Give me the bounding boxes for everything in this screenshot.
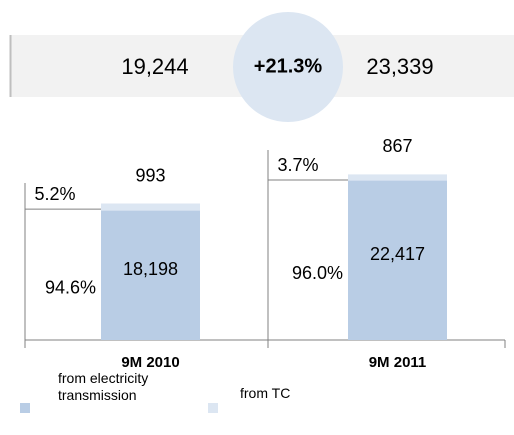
legend-label: from electricity transmission <box>58 370 149 403</box>
legend-label: from TC <box>240 385 291 401</box>
x-tick-label: 9M 2011 <box>369 354 427 371</box>
legend-swatch <box>20 403 30 413</box>
total-label: 19,244 <box>121 54 188 79</box>
bar-segment <box>348 180 447 340</box>
x-tick-label: 9M 2010 <box>121 354 179 371</box>
bar-segment <box>101 203 200 211</box>
share-label: 3.7% <box>277 155 318 175</box>
bar-segment <box>101 210 200 340</box>
legend-swatch <box>208 403 218 413</box>
growth-circle <box>233 12 343 122</box>
value-label: 22,417 <box>370 244 425 264</box>
total-label: 23,339 <box>366 54 433 79</box>
bar-segment <box>348 174 447 181</box>
growth-label: +21.3% <box>254 55 323 77</box>
share-label: 94.6% <box>45 277 96 297</box>
value-label: 867 <box>382 136 412 156</box>
value-label: 993 <box>135 165 165 185</box>
share-label: 5.2% <box>34 184 75 204</box>
share-label: 96.0% <box>292 263 343 283</box>
value-label: 18,198 <box>123 259 178 279</box>
